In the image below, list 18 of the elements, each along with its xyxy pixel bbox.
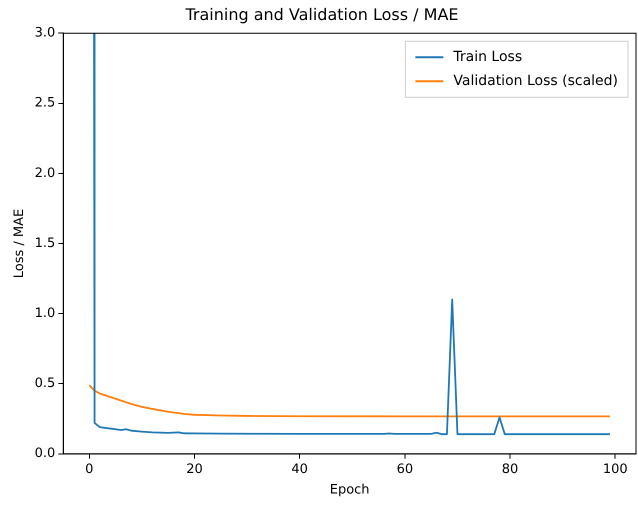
y-tick-label: 1.0: [34, 306, 56, 321]
x-tick-label: 20: [186, 462, 203, 477]
y-tick-label: 3.0: [34, 26, 56, 41]
y-axis-title: Loss / MAE: [12, 208, 28, 278]
y-tick-label: 2.0: [34, 166, 56, 181]
y-tick-label: 1.5: [34, 236, 56, 251]
y-tick-label: 0.5: [34, 376, 56, 392]
x-tick-label: 40: [291, 462, 308, 477]
y-tick-label: 0.0: [34, 446, 56, 462]
chart-title: Training and Validation Loss / MAE: [184, 4, 459, 24]
x-tick-label: 80: [502, 462, 518, 477]
legend-label: Validation Loss (scaled): [453, 72, 618, 89]
legend-label: Train Loss: [452, 48, 522, 65]
x-tick-label: 100: [602, 462, 628, 477]
x-tick-label: 0: [85, 462, 94, 477]
x-axis-title: Epoch: [330, 482, 370, 498]
y-tick-label: 2.5: [34, 96, 56, 111]
x-tick-label: 60: [396, 462, 414, 477]
